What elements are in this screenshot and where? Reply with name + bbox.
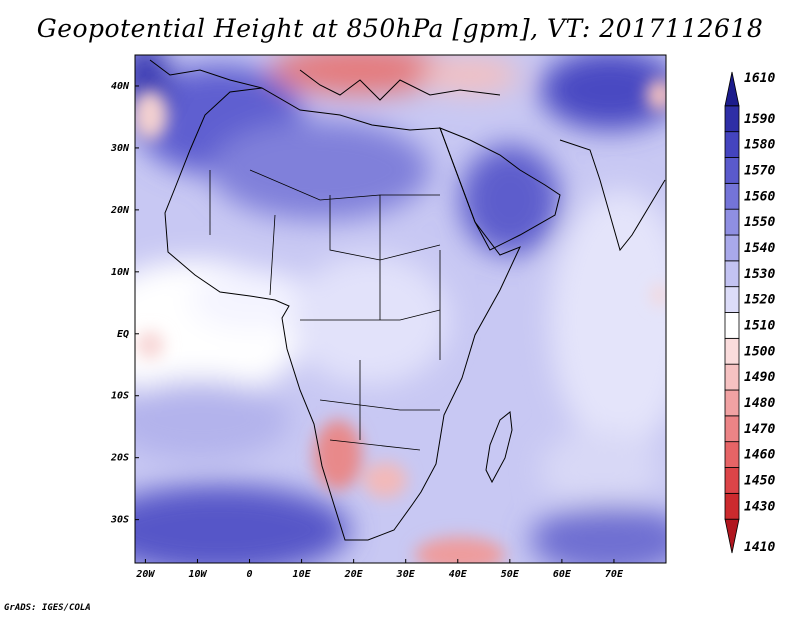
colorbar-label: 1590 [744,112,775,127]
colorbar-swatch [724,105,740,133]
software-credit: GrADS: IGES/COLA [4,603,91,613]
colorbar-label: 1570 [744,163,775,178]
borders [209,169,441,451]
y-tick-label: 10N [111,267,130,278]
x-tick-label: 10E [293,569,312,580]
colorbar-bottom-arrow [724,518,740,554]
colorbar-swatch [724,389,740,417]
x-tick-label: 70E [605,569,624,580]
y-tick-label: 40N [111,81,130,92]
colorbar: 1410 1430 1450 1460 1470 1480 1490 1500 1510 1520… [724,71,775,555]
colorbar-swatch [724,492,740,520]
colorbar-swatch [724,131,740,158]
colorbar-label: 1460 [744,448,775,463]
x-tick-label: 0 [247,569,253,580]
colorbar-swatch [724,415,740,443]
colorbar-label: 1480 [744,396,775,411]
colorbar-label: 1560 [744,189,775,204]
colorbar-label: 1580 [744,138,775,153]
x-tick-label: 50E [501,569,520,580]
coastlines [149,59,666,541]
x-axis-labels: 20W 10W 0 10E 20E 30E 40E 50E 60E 70E [135,559,624,580]
x-tick-label: 30E [396,569,416,580]
map-title: Geopotential Height at 850hPa [gpm], VT:… [36,14,764,43]
colorbar-label: 1470 [744,422,775,437]
colorbar-swatch [724,312,740,339]
colorbar-swatch [724,337,740,365]
height-field [135,55,666,563]
x-tick-label: 60E [553,569,572,580]
colorbar-swatch [724,182,740,210]
x-tick-label: 10W [188,569,207,580]
madagascar-coastline [485,411,513,484]
europe-coastline [149,59,501,101]
colorbar-label: 1540 [744,241,775,256]
colorbar-swatch [724,467,740,494]
colorbar-label: 1450 [744,473,775,488]
y-tick-label: 30N [110,143,130,154]
y-tick-label: 20N [110,205,130,216]
arabia-coastline [439,127,561,251]
colorbar-label: 1500 [744,344,775,359]
colorbar-label: 1530 [744,267,775,282]
colorbar-swatch [724,234,740,262]
colorbar-swatch [724,363,740,391]
x-tick-label: 20W [135,569,155,580]
colorbar-label: 1490 [744,370,775,385]
colorbar-label: 1510 [744,318,775,333]
y-tick-label: EQ [117,329,129,340]
colorbar-swatch [724,208,740,236]
india-coastline [559,139,666,252]
y-tick-label: 10S [111,391,129,402]
colorbar-label: 1410 [744,540,775,555]
x-tick-label: 40E [449,569,468,580]
colorbar-label: 1430 [744,499,775,514]
plot-frame [134,54,667,564]
colorbar-top-arrow [724,71,740,107]
y-tick-label: 20S [110,453,129,464]
africa-coastline [164,87,521,541]
colorbar-swatch [724,286,740,313]
colorbar-swatch [724,260,740,288]
colorbar-swatch [724,157,740,184]
colorbar-label: 1610 [744,71,775,86]
x-tick-label: 20E [344,569,364,580]
colorbar-label: 1550 [744,215,775,230]
colorbar-swatch [724,441,740,468]
colorbar-label: 1520 [744,293,775,308]
y-tick-label: 30S [110,515,129,526]
y-axis-labels: 40N 30N 20N 10N EQ 10S 20S 30S [110,81,139,526]
